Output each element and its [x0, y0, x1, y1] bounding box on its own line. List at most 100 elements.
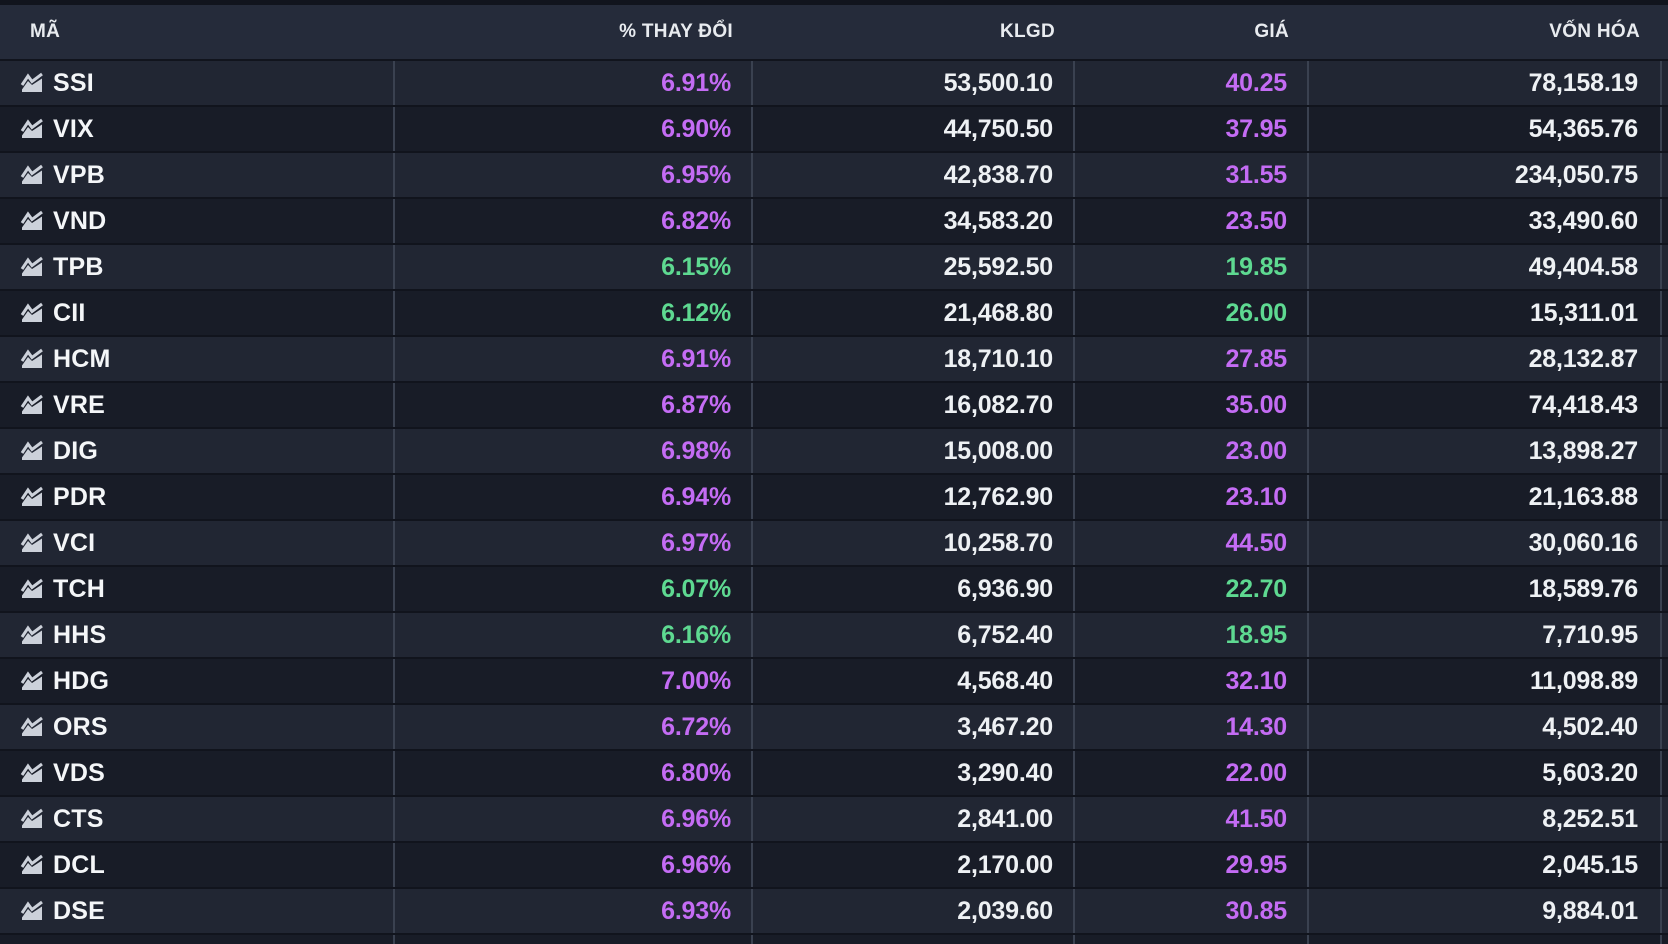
table-row[interactable]: HDG 7.00% 4,568.40 32.10 11,098.89 [0, 657, 1668, 703]
column-header-gia[interactable]: GIÁ [1254, 21, 1289, 42]
table-row[interactable]: VRE 6.87% 16,082.70 35.00 74,418.43 [0, 381, 1668, 427]
gia-value: 40.25 [1075, 61, 1309, 105]
table-row[interactable]: PDR 6.94% 12,762.90 23.10 21,163.88 [0, 473, 1668, 519]
table-row[interactable]: TCH 6.07% 6,936.90 22.70 18,589.76 [0, 565, 1668, 611]
ticker-symbol: CTS [53, 804, 104, 833]
ticker-symbol: TPB [53, 252, 104, 281]
ticker-symbol: ORS [53, 712, 108, 741]
row-filler [1662, 521, 1668, 565]
table-row[interactable]: SSI 6.91% 53,500.10 40.25 78,158.19 [0, 59, 1668, 105]
table-row[interactable]: VND 6.82% 34,583.20 23.50 33,490.60 [0, 197, 1668, 243]
vonhoa-value: 4,502.40 [1309, 705, 1662, 749]
pct-change-value: 6.87% [395, 383, 753, 427]
ticker-symbol: HCM [53, 344, 111, 373]
pct-change-value: 6.96% [395, 843, 753, 887]
vonhoa-value: 30,060.16 [1309, 521, 1662, 565]
vonhoa-value: 11,098.89 [1309, 659, 1662, 703]
table-row[interactable]: HCM 6.91% 18,710.10 27.85 28,132.87 [0, 335, 1668, 381]
ticker-symbol: VCI [53, 528, 96, 557]
vonhoa-value: 18,589.76 [1309, 567, 1662, 611]
table-body: SSI 6.91% 53,500.10 40.25 78,158.19 VIX … [0, 59, 1668, 933]
row-filler [1662, 61, 1668, 105]
ticker-cell: HCM [0, 337, 395, 381]
table-header-row: MÃ % THAY ĐỔI KLGD GIÁ VỐN HÓA [0, 5, 1668, 59]
column-header-vonhoa[interactable]: VỐN HÓA [1549, 21, 1640, 42]
klgd-value: 2,039.60 [753, 889, 1075, 933]
gia-value: 35.00 [1075, 383, 1309, 427]
vonhoa-value: 78,158.19 [1309, 61, 1662, 105]
table-row[interactable]: HHS 6.16% 6,752.40 18.95 7,710.95 [0, 611, 1668, 657]
line-chart-icon [20, 302, 44, 324]
ticker-cell: DIG [0, 429, 395, 473]
row-filler [1662, 337, 1668, 381]
ticker-cell: VND [0, 199, 395, 243]
line-chart-icon [20, 624, 44, 646]
klgd-value: 4,568.40 [753, 659, 1075, 703]
pct-change-value: 6.72% [395, 705, 753, 749]
pct-change-value: 6.07% [395, 567, 753, 611]
ticker-cell: CTS [0, 797, 395, 841]
table-row[interactable]: DCL 6.96% 2,170.00 29.95 2,045.15 [0, 841, 1668, 887]
column-header-klgd[interactable]: KLGD [999, 21, 1055, 42]
line-chart-icon [20, 716, 44, 738]
klgd-value: 3,290.40 [753, 751, 1075, 795]
table-row[interactable]: CTS 6.96% 2,841.00 41.50 8,252.51 [0, 795, 1668, 841]
pct-change-value: 6.95% [395, 153, 753, 197]
ticker-cell: HHS [0, 613, 395, 657]
table-row[interactable]: VPB 6.95% 42,838.70 31.55 234,050.75 [0, 151, 1668, 197]
pct-change-value: 6.12% [395, 291, 753, 335]
table-row[interactable]: TPB 6.15% 25,592.50 19.85 49,404.58 [0, 243, 1668, 289]
pct-change-value: 6.96% [395, 797, 753, 841]
row-filler [1662, 475, 1668, 519]
gia-value: 29.95 [1075, 843, 1309, 887]
table-row[interactable]: CII 6.12% 21,468.80 26.00 15,311.01 [0, 289, 1668, 335]
pct-change-value: 6.91% [395, 61, 753, 105]
column-header-ma[interactable]: MÃ [30, 21, 61, 42]
vonhoa-value: 49,404.58 [1309, 245, 1662, 289]
line-chart-icon [20, 164, 44, 186]
klgd-value: 16,082.70 [753, 383, 1075, 427]
klgd-value: 42,838.70 [753, 153, 1075, 197]
vonhoa-value: 234,050.75 [1309, 153, 1662, 197]
gia-value: 27.85 [1075, 337, 1309, 381]
ticker-cell: VRE [0, 383, 395, 427]
gia-value: 31.55 [1075, 153, 1309, 197]
gia-value: 18.95 [1075, 613, 1309, 657]
klgd-value: 18,710.10 [753, 337, 1075, 381]
ticker-cell: PDR [0, 475, 395, 519]
line-chart-icon [20, 440, 44, 462]
pct-change-value: 6.98% [395, 429, 753, 473]
row-filler [1662, 291, 1668, 335]
table-row[interactable]: DSE 6.93% 2,039.60 30.85 9,884.01 [0, 887, 1668, 933]
gia-value: 30.85 [1075, 889, 1309, 933]
table-row[interactable]: VDS 6.80% 3,290.40 22.00 5,603.20 [0, 749, 1668, 795]
klgd-value: 12,762.90 [753, 475, 1075, 519]
ticker-cell: SSI [0, 61, 395, 105]
ticker-cell: VCI [0, 521, 395, 565]
column-header-pct[interactable]: % THAY ĐỔI [619, 21, 733, 42]
row-filler [1662, 245, 1668, 289]
vonhoa-value: 33,490.60 [1309, 199, 1662, 243]
pct-change-value: 6.93% [395, 889, 753, 933]
pct-change-value: 6.15% [395, 245, 753, 289]
klgd-value: 21,468.80 [753, 291, 1075, 335]
vonhoa-value: 15,311.01 [1309, 291, 1662, 335]
ticker-symbol: CII [53, 298, 86, 327]
ticker-symbol: VND [53, 206, 107, 235]
line-chart-icon [20, 808, 44, 830]
gia-value: 23.50 [1075, 199, 1309, 243]
table-row[interactable]: VCI 6.97% 10,258.70 44.50 30,060.16 [0, 519, 1668, 565]
table-row[interactable]: ORS 6.72% 3,467.20 14.30 4,502.40 [0, 703, 1668, 749]
line-chart-icon [20, 854, 44, 876]
row-filler [1662, 797, 1668, 841]
klgd-value: 6,936.90 [753, 567, 1075, 611]
table-row[interactable]: VIX 6.90% 44,750.50 37.95 54,365.76 [0, 105, 1668, 151]
vonhoa-value: 28,132.87 [1309, 337, 1662, 381]
table-row[interactable]: DIG 6.98% 15,008.00 23.00 13,898.27 [0, 427, 1668, 473]
row-filler [1662, 107, 1668, 151]
ticker-cell: VPB [0, 153, 395, 197]
table-row-partial[interactable] [0, 933, 1668, 944]
klgd-value: 2,841.00 [753, 797, 1075, 841]
line-chart-icon [20, 72, 44, 94]
pct-change-value: 6.91% [395, 337, 753, 381]
